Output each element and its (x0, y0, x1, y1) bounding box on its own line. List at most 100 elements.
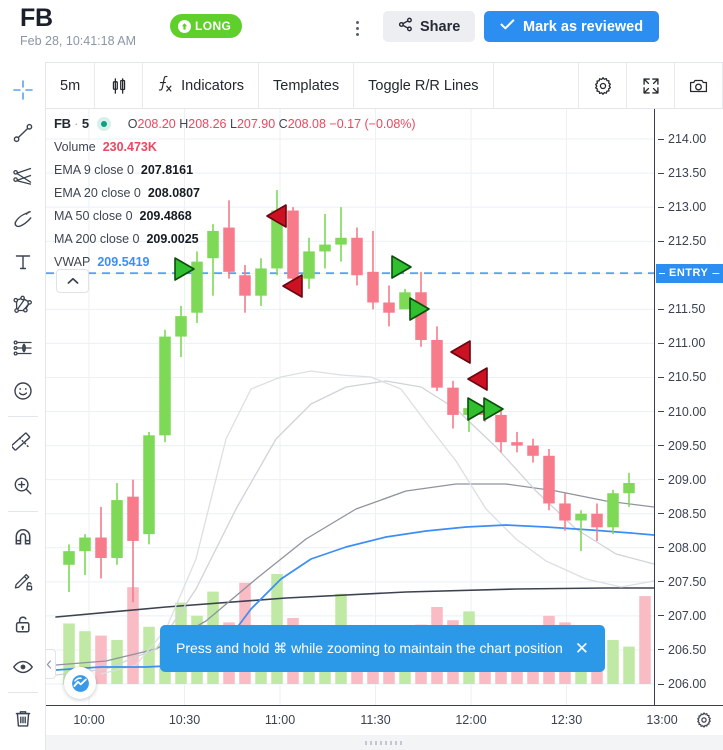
rail-divider (7, 416, 38, 417)
price-axis-tick: 207.50 (655, 574, 723, 590)
price-axis-tick-label: 207.00 (668, 608, 707, 623)
zoom-hint-message: Press and hold ⌘ while zooming to mainta… (176, 640, 563, 656)
price-axis-tick: 206.00 (655, 676, 723, 692)
time-axis[interactable]: 10:00 10:30 11:00 11:30 12:00 12:30 13:00 (46, 705, 723, 735)
brush-icon[interactable] (0, 197, 46, 240)
magnet-icon[interactable] (0, 516, 46, 559)
legend-status-dot-icon (97, 117, 112, 131)
fullscreen-icon[interactable] (627, 63, 675, 108)
legend-row-label: EMA 9 close 0 (54, 163, 134, 177)
drawing-tools-rail (0, 62, 46, 750)
chart-toolbar: 5m Indicators Templates Toggle R/R Lines (46, 62, 723, 109)
tick-dash (658, 206, 664, 208)
lock-icon[interactable] (0, 602, 46, 645)
price-axis[interactable]: 214.00 213.50 213.00 212.50 211.50 211.00 210.… (654, 109, 723, 705)
tick-dash (658, 411, 664, 412)
legend-row-value: 209.5419 (97, 255, 150, 269)
chevron-left-icon (46, 659, 51, 669)
price-axis-tick-label: 208.50 (668, 506, 707, 521)
legend-change-value: −0.17 (−0.08%) (329, 117, 416, 131)
legend-collapse-button[interactable] (56, 269, 89, 293)
legend-row-value: 208.0807 (147, 186, 200, 200)
price-axis-tick-label: 209.00 (668, 472, 707, 487)
price-axis-tick: 210.00 (655, 404, 723, 420)
horizontal-scrollbar[interactable] (46, 735, 723, 750)
mark-as-reviewed-button[interactable]: Mark as reviewed (484, 11, 660, 42)
time-axis-tick-label: 10:30 (168, 713, 201, 727)
forecast-icon[interactable] (0, 326, 46, 369)
price-axis-tick: 211.00 (655, 335, 723, 351)
pane-collapse-tab[interactable] (46, 649, 56, 679)
gear-icon[interactable] (579, 63, 627, 108)
pitchfork-icon[interactable] (0, 154, 46, 197)
legend-interval: 5 (81, 116, 89, 131)
legend-row-label: VWAP (54, 255, 91, 269)
legend-symbol: FB (54, 116, 71, 131)
price-axis-tick-label: 210.00 (668, 404, 707, 419)
chart-pane: FB · 5 O208.20 H208.26 L207.90 C208.08 −… (46, 109, 723, 750)
more-vertical-icon[interactable] (348, 16, 366, 40)
legend-open-value: 208.20 (137, 117, 176, 131)
brand-logo-icon[interactable] (64, 667, 96, 699)
price-axis-tick-label: 213.50 (668, 166, 707, 181)
tick-dash (658, 547, 664, 549)
legend-ohlc-row: FB · 5 O208.20 H208.26 L207.90 C208.08 −… (54, 112, 416, 136)
zoom-hint-toast: Press and hold ⌘ while zooming to mainta… (160, 625, 605, 672)
symbol-block: FB Feb 28, 10:41:18 AM (20, 4, 136, 49)
check-icon (500, 18, 515, 35)
price-axis-tick-label: 208.00 (668, 540, 707, 555)
price-axis-tick: 208.00 (655, 540, 723, 556)
price-axis-tick: 212.50 (655, 233, 723, 249)
share-button-label: Share (420, 18, 461, 35)
legend-indicator-rows: Volume 230.473K EMA 9 close 0 207.8161 EMA 2… (54, 136, 416, 274)
price-axis-tick-label: 210.50 (668, 370, 707, 385)
measure-ruler-icon[interactable] (0, 421, 46, 464)
toggle-rr-lines-button[interactable]: Toggle R/R Lines (354, 63, 494, 108)
price-axis-tick: 213.50 (655, 165, 723, 181)
text-icon[interactable] (0, 240, 46, 283)
price-axis-tick: 208.50 (655, 506, 723, 522)
entry-dash-sep: – (712, 266, 720, 281)
emoji-icon[interactable] (0, 369, 46, 412)
crosshair-icon[interactable] (0, 68, 46, 111)
candlestick-icon[interactable] (95, 63, 144, 108)
legend-row: Volume 230.473K (54, 136, 416, 159)
price-axis-tick-label: 206.00 (668, 677, 707, 691)
trend-line-icon[interactable] (0, 111, 46, 154)
templates-button[interactable]: Templates (259, 63, 355, 108)
rail-divider (7, 511, 38, 512)
chart-legend: FB · 5 O208.20 H208.26 L207.90 C208.08 −… (54, 112, 416, 274)
close-icon[interactable]: ✕ (574, 639, 589, 658)
eye-icon[interactable] (0, 645, 46, 688)
time-axis-tick-label: 11:00 (264, 713, 296, 727)
status-badge-label: LONG (195, 19, 232, 33)
indicators-button[interactable]: Indicators (143, 63, 260, 108)
price-axis-tick: 209.50 (655, 438, 723, 454)
shapes-icon[interactable] (0, 283, 46, 326)
page-title: FB (20, 4, 53, 32)
legend-row-label: Volume (54, 140, 96, 154)
legend-low-value: 207.90 (236, 117, 276, 131)
legend-row-label: EMA 20 close 0 (54, 186, 141, 200)
price-axis-tick-label: 211.00 (668, 336, 706, 351)
scrollbar-grip[interactable] (364, 741, 405, 745)
tick-dash (658, 240, 664, 242)
time-axis-settings-icon[interactable] (695, 711, 713, 734)
share-button[interactable]: Share (383, 11, 476, 42)
tick-dash (658, 615, 664, 617)
price-axis-tick-label: 209.50 (668, 438, 707, 453)
toolbar-spacer (494, 63, 579, 108)
camera-icon[interactable] (675, 63, 723, 108)
time-axis-tick-label: 11:30 (360, 713, 391, 727)
drawing-mode-icon[interactable] (0, 559, 46, 602)
share-icon (398, 17, 413, 36)
arrow-up-circle-icon (178, 19, 191, 33)
price-axis-tick-label: 214.00 (668, 132, 707, 146)
price-axis-tick: 213.00 (655, 199, 723, 215)
interval-button[interactable]: 5m (46, 63, 96, 108)
zoom-in-icon[interactable] (0, 464, 46, 507)
trash-icon[interactable] (0, 697, 46, 740)
page-header: FB Feb 28, 10:41:18 AM LONG Share Mar (0, 0, 723, 62)
rail-divider (7, 692, 38, 693)
